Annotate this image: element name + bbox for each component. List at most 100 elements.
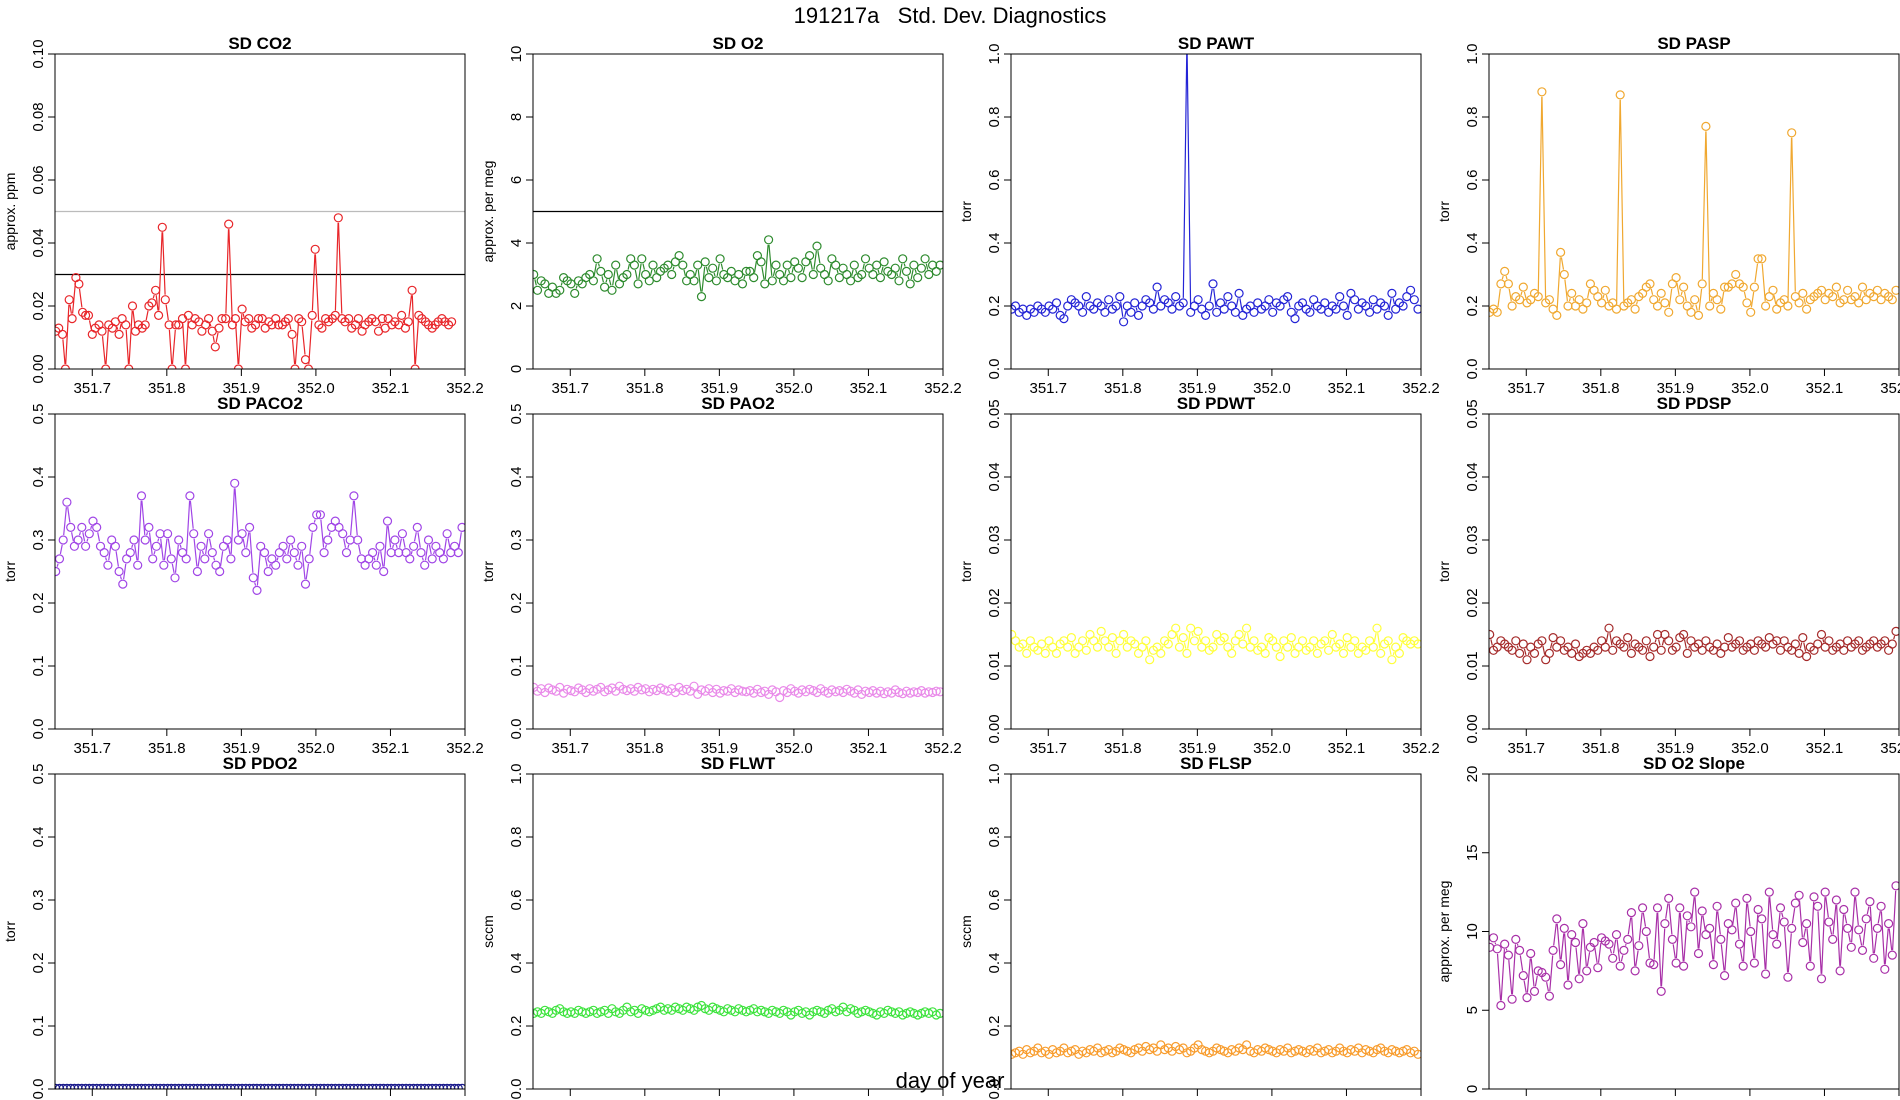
y-tick-label: 1.0 bbox=[1464, 44, 1481, 65]
y-tick-label: 0.3 bbox=[30, 530, 47, 551]
plot-area bbox=[1489, 87, 1899, 320]
plot-area bbox=[533, 681, 943, 703]
data-point bbox=[1656, 645, 1666, 655]
data-point bbox=[382, 1083, 393, 1089]
x-tick-label: 352.2 bbox=[924, 740, 962, 757]
data-point bbox=[1671, 642, 1681, 652]
data-point bbox=[760, 279, 770, 289]
y-tick-label: 5 bbox=[1464, 1006, 1481, 1014]
y-tick-label: 0.02 bbox=[1464, 588, 1481, 617]
data-point bbox=[1489, 629, 1495, 640]
y-tick-label: 1.0 bbox=[986, 764, 1003, 785]
data-point bbox=[1678, 629, 1689, 640]
data-point bbox=[283, 314, 293, 324]
data-point bbox=[155, 529, 165, 539]
data-point bbox=[1835, 966, 1845, 976]
data-point bbox=[80, 541, 91, 551]
data-point bbox=[913, 273, 923, 283]
data-point bbox=[1790, 639, 1801, 649]
panel-sd-flsp: SD FLSPsccm0.00.20.40.60.81.0351.7351.83… bbox=[958, 754, 1422, 1099]
data-point bbox=[1163, 639, 1173, 649]
y-axis-label: torr bbox=[2, 561, 18, 582]
data-point bbox=[1611, 304, 1622, 314]
y-tick-label: 0.3 bbox=[508, 530, 525, 551]
data-point bbox=[160, 295, 170, 305]
data-point bbox=[353, 535, 363, 545]
y-axis-label: torr bbox=[1436, 201, 1452, 222]
data-point bbox=[1712, 639, 1722, 649]
data-point bbox=[1555, 959, 1566, 970]
data-point bbox=[1309, 636, 1319, 646]
data-point bbox=[136, 1083, 147, 1089]
y-tick-label: 0.4 bbox=[986, 953, 1003, 974]
data-point bbox=[1126, 307, 1136, 317]
panel-title: SD PDSP bbox=[1657, 394, 1732, 413]
data-point bbox=[1816, 629, 1827, 640]
plot-area bbox=[533, 1000, 943, 1020]
data-point bbox=[157, 222, 167, 232]
data-point bbox=[297, 317, 307, 327]
data-point bbox=[1496, 1000, 1506, 1011]
plot-frame bbox=[1488, 413, 1900, 730]
data-point bbox=[230, 478, 240, 488]
data-point bbox=[1731, 269, 1741, 280]
data-point bbox=[317, 323, 327, 333]
data-point bbox=[786, 273, 796, 283]
data-point bbox=[457, 1083, 465, 1089]
data-point bbox=[99, 547, 109, 558]
y-axis-label: approx. ppm bbox=[2, 173, 18, 251]
data-point bbox=[92, 522, 102, 533]
y-tick-label: 0.8 bbox=[1464, 107, 1481, 128]
panel-title: SD PDWT bbox=[1177, 394, 1256, 413]
data-point bbox=[1753, 254, 1763, 264]
data-point bbox=[1219, 304, 1229, 314]
data-point bbox=[1857, 282, 1868, 292]
data-point bbox=[327, 314, 337, 324]
data-point bbox=[1537, 636, 1547, 646]
data-point bbox=[154, 310, 164, 320]
data-point bbox=[1828, 934, 1838, 945]
data-point bbox=[644, 276, 654, 286]
data-point bbox=[1368, 642, 1378, 652]
data-point bbox=[1238, 639, 1248, 649]
data-point bbox=[726, 266, 736, 276]
data-point bbox=[1342, 632, 1352, 643]
data-point bbox=[319, 547, 329, 558]
data-point bbox=[1783, 301, 1793, 311]
data-point bbox=[278, 541, 288, 551]
data-point bbox=[771, 260, 781, 270]
data-point bbox=[1548, 632, 1558, 643]
data-point bbox=[1297, 636, 1308, 646]
series-line bbox=[1491, 890, 1897, 1001]
data-point bbox=[164, 320, 174, 330]
data-point bbox=[1350, 636, 1360, 646]
y-tick-label: 0.2 bbox=[508, 1016, 525, 1037]
data-point bbox=[924, 269, 934, 280]
x-tick-label: 351.8 bbox=[1582, 740, 1620, 757]
x-tick-label: 351.8 bbox=[1582, 380, 1620, 397]
y-tick-label: 6 bbox=[508, 176, 525, 184]
data-point bbox=[1831, 282, 1842, 292]
data-point bbox=[1749, 645, 1760, 655]
y-tick-label: 0 bbox=[1464, 1085, 1481, 1093]
data-point bbox=[845, 276, 856, 286]
y-tick-label: 0.3 bbox=[30, 890, 47, 911]
data-point bbox=[114, 566, 124, 577]
data-point bbox=[166, 1083, 176, 1089]
y-tick-label: 0.5 bbox=[30, 764, 47, 785]
data-point bbox=[1749, 958, 1760, 968]
data-point bbox=[1489, 933, 1499, 943]
data-point bbox=[909, 260, 919, 270]
data-point bbox=[1764, 887, 1774, 897]
data-point bbox=[204, 1083, 214, 1089]
data-point bbox=[1507, 301, 1517, 311]
data-point bbox=[1133, 310, 1144, 320]
data-point bbox=[341, 547, 352, 558]
y-tick-label: 0.4 bbox=[986, 233, 1003, 254]
data-point bbox=[1219, 632, 1229, 643]
data-point bbox=[667, 269, 677, 280]
panel-sd-paco2: SD PACO2 torr 0.0 0.1 0.2 0.3 0.4 0.5 351.7 351.8… bbox=[2, 394, 484, 757]
x-tick-label: 352.1 bbox=[1328, 740, 1366, 757]
data-point bbox=[1667, 934, 1678, 945]
